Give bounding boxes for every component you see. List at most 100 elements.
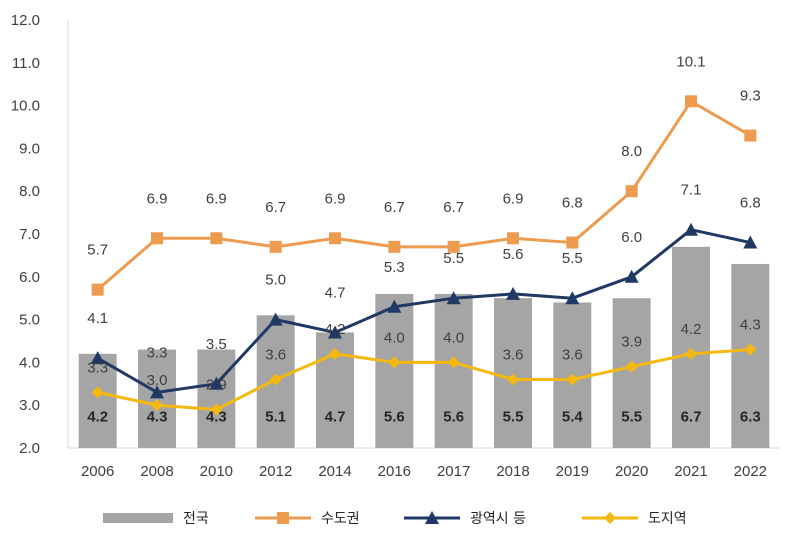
diamond-marker [507, 373, 519, 386]
triangle-marker [684, 222, 698, 236]
line-data-label: 5.3 [384, 259, 405, 276]
x-tick-label: 2008 [140, 463, 173, 480]
y-tick-label: 7.0 [19, 226, 40, 243]
bar [197, 349, 236, 448]
bar-data-label: 5.1 [265, 408, 286, 425]
bar-data-label: 5.6 [443, 408, 464, 425]
line-data-label: 4.1 [87, 310, 108, 327]
legend-label: 전국 [183, 511, 209, 527]
bar [494, 298, 532, 448]
line-data-label: 3.6 [265, 347, 286, 364]
line-data-label: 6.8 [740, 195, 761, 212]
legend-label: 도지역 [648, 511, 687, 527]
square-marker [210, 232, 223, 245]
triangle-marker [268, 312, 283, 326]
triangle-marker [90, 351, 105, 365]
bar [434, 293, 473, 448]
square-marker [744, 129, 757, 142]
triangle-marker [425, 511, 439, 524]
square-marker [507, 232, 519, 245]
triangle-marker [565, 291, 580, 305]
diamond-marker [447, 356, 460, 369]
triangle-marker [506, 286, 520, 300]
line-series [90, 95, 758, 416]
square-marker [685, 95, 697, 108]
line-data-label: 3.6 [562, 347, 583, 364]
bar [731, 263, 770, 448]
diamond-marker [685, 347, 697, 360]
triangle-marker [387, 299, 402, 313]
diamond-marker [151, 399, 163, 412]
bar [138, 349, 176, 448]
x-tick-label: 2018 [496, 463, 529, 480]
triangle-marker [150, 385, 164, 399]
bar-data-label: 5.5 [503, 408, 524, 425]
line-data-label: 6.7 [443, 199, 464, 216]
y-tick-label: 12.0 [11, 12, 40, 29]
x-tick-label: 2022 [734, 463, 767, 480]
square-marker [447, 240, 460, 253]
y-tick-label: 2.0 [19, 440, 40, 457]
line-data-label: 4.2 [681, 321, 702, 338]
line-data-label: 10.1 [676, 53, 705, 70]
line-data-label: 4.0 [443, 329, 464, 346]
y-tick-label: 10.0 [11, 98, 40, 115]
diamond-marker [91, 386, 104, 399]
x-tick-label: 2021 [674, 463, 707, 480]
diamond-marker [625, 360, 638, 373]
y-tick-label: 6.0 [19, 269, 40, 286]
line-data-label: 6.8 [562, 195, 583, 212]
y-tick-label: 9.0 [19, 140, 40, 157]
x-tick-label: 2012 [259, 463, 292, 480]
legend: 전국 수도권 광역시 등 도지역 [103, 511, 687, 527]
diamond-marker [744, 343, 757, 356]
bar [78, 353, 117, 448]
square-marker [91, 283, 104, 296]
square-marker [277, 512, 289, 524]
bar [672, 246, 710, 448]
line-data-label: 6.7 [384, 199, 405, 216]
square-marker [566, 236, 579, 249]
x-tick-label: 2020 [615, 463, 648, 480]
bar-data-label: 6.7 [681, 408, 702, 425]
x-tick-label: 2006 [81, 463, 114, 480]
diamond-marker [604, 512, 616, 524]
triangle-marker [209, 376, 224, 390]
line-data-label: 3.3 [87, 359, 108, 376]
series-line [96, 228, 751, 394]
line-data-label: 7.1 [681, 182, 702, 199]
line-data-label: 6.9 [147, 190, 168, 207]
line-data-label: 3.3 [147, 344, 168, 361]
line-data-label: 2.9 [206, 376, 227, 393]
bar-series [78, 246, 770, 448]
x-tick-label: 2019 [556, 463, 589, 480]
series-line [97, 348, 751, 411]
line-data-label: 6.0 [621, 229, 642, 246]
line-data-label: 6.9 [206, 190, 227, 207]
line-data-label: 4.3 [740, 317, 761, 334]
bar-data-label: 4.3 [206, 408, 227, 425]
line-data-label: 5.7 [87, 242, 108, 259]
bar-data-label: 5.6 [384, 408, 405, 425]
line-data-label: 6.9 [503, 190, 524, 207]
square-marker [625, 185, 638, 198]
y-tick-label: 5.0 [19, 312, 40, 329]
y-tick-label: 3.0 [19, 397, 40, 414]
square-marker [388, 240, 401, 253]
line-data-label: 5.0 [265, 272, 286, 289]
x-tick-label: 2014 [318, 463, 351, 480]
legend-label: 수도권 [321, 511, 360, 527]
diamond-marker [566, 373, 579, 386]
triangle-marker [328, 325, 342, 339]
triangle-marker [446, 291, 461, 305]
diamond-marker [210, 403, 223, 416]
square-marker [269, 240, 282, 253]
triangle-marker [624, 269, 639, 283]
bar-data-label: 4.2 [87, 408, 108, 425]
line-data-label: 8.0 [621, 143, 642, 160]
line-data-label: 6.9 [325, 190, 346, 207]
diamond-marker [329, 347, 341, 360]
square-marker [329, 232, 341, 245]
line-data-label: 3.9 [621, 334, 642, 351]
